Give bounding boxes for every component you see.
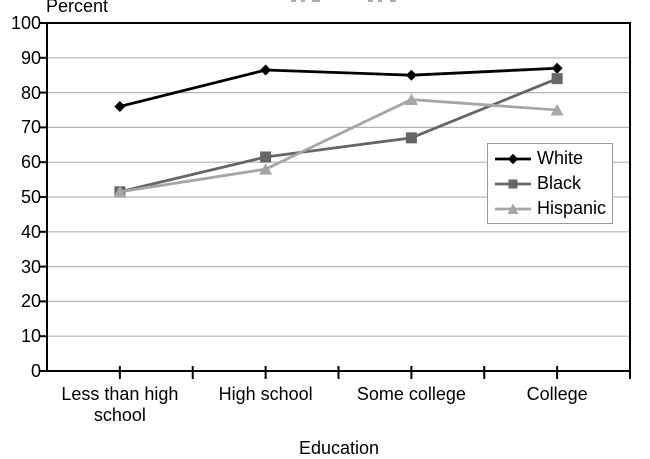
marker-triangle-hispanic bbox=[113, 185, 127, 198]
legend-entry-black: Black bbox=[495, 171, 612, 196]
y-tick-label: 0 bbox=[30, 361, 41, 381]
cropped-title-mark bbox=[291, 0, 296, 2]
legend-marker-triangle bbox=[495, 203, 531, 214]
marker-diamond-white bbox=[551, 62, 563, 74]
y-tick-label: 70 bbox=[20, 117, 41, 138]
x-category-label: High school bbox=[218, 384, 313, 404]
series-line-black bbox=[119, 77, 558, 194]
y-tick-label: 80 bbox=[20, 82, 41, 103]
y-tick-label: 20 bbox=[20, 291, 41, 312]
x-axis-title: Education bbox=[298, 438, 380, 458]
y-tick-label: 30 bbox=[20, 256, 41, 277]
series-line-white bbox=[119, 66, 558, 108]
y-tick-label: 40 bbox=[20, 221, 41, 242]
y-tick-label: 100 bbox=[10, 13, 41, 33]
x-category-label: Some college bbox=[356, 384, 466, 404]
marker-triangle-hispanic bbox=[259, 163, 273, 175]
legend-marker-diamond bbox=[495, 153, 531, 164]
marker-square-black bbox=[260, 151, 272, 163]
marker-diamond-white bbox=[114, 101, 126, 113]
cropped-title-mark bbox=[368, 0, 373, 2]
cropped-title-mark bbox=[301, 0, 305, 2]
legend-label: White bbox=[537, 148, 584, 168]
cropped-title-mark bbox=[390, 0, 396, 2]
marker-triangle-hispanic bbox=[550, 104, 564, 116]
y-axis-title: Percent bbox=[46, 0, 109, 16]
y-tick-label: 50 bbox=[20, 187, 41, 207]
legend-entry-hispanic: Hispanic bbox=[495, 196, 612, 221]
y-tick-label: 10 bbox=[20, 326, 41, 347]
y-tick-label: 60 bbox=[20, 152, 41, 173]
series-line-hispanic bbox=[119, 98, 558, 194]
marker-square-black bbox=[405, 132, 417, 144]
marker-square-black bbox=[551, 73, 563, 85]
legend-label: Hispanic bbox=[537, 198, 607, 218]
x-category-label: Less than high school bbox=[61, 384, 179, 425]
cropped-title-mark bbox=[312, 0, 320, 2]
legend-label: Black bbox=[537, 173, 582, 193]
legend: White Black Hispanic bbox=[487, 143, 613, 224]
cropped-title-fragment bbox=[0, 0, 650, 3]
marker-diamond-white bbox=[260, 64, 272, 76]
cropped-title-mark bbox=[378, 0, 382, 2]
x-category-label: College bbox=[526, 384, 588, 404]
marker-triangle-hispanic bbox=[404, 93, 418, 106]
marker-diamond-white bbox=[405, 69, 417, 81]
y-tick-label: 90 bbox=[20, 47, 41, 68]
legend-entry-white: White bbox=[495, 146, 612, 171]
legend-marker-square bbox=[495, 179, 531, 188]
